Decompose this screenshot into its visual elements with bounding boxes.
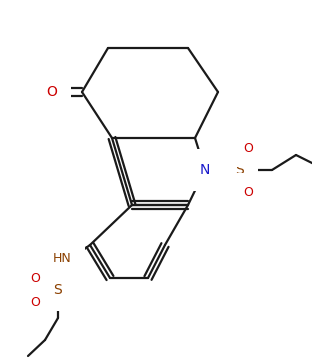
- Text: O: O: [243, 141, 253, 154]
- Text: O: O: [46, 85, 57, 99]
- Text: N: N: [200, 163, 210, 177]
- Text: O: O: [30, 295, 40, 308]
- Text: O: O: [243, 186, 253, 199]
- Text: S: S: [236, 163, 244, 177]
- Text: HN: HN: [53, 252, 72, 265]
- Text: O: O: [30, 271, 40, 284]
- Text: S: S: [54, 283, 62, 297]
